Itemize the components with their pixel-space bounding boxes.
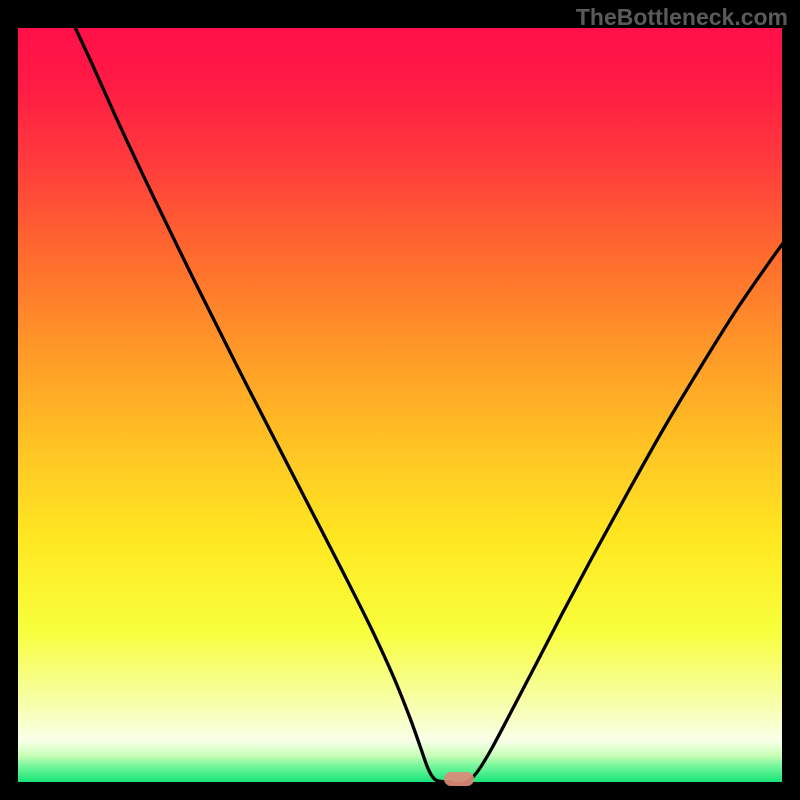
curve-right-branch [466, 220, 800, 782]
optimal-point-marker [444, 772, 474, 786]
curve-left-branch [62, 0, 452, 782]
watermark-text: TheBottleneck.com [576, 4, 788, 31]
chart-canvas: TheBottleneck.com [0, 0, 800, 800]
bottleneck-curve [0, 0, 800, 800]
